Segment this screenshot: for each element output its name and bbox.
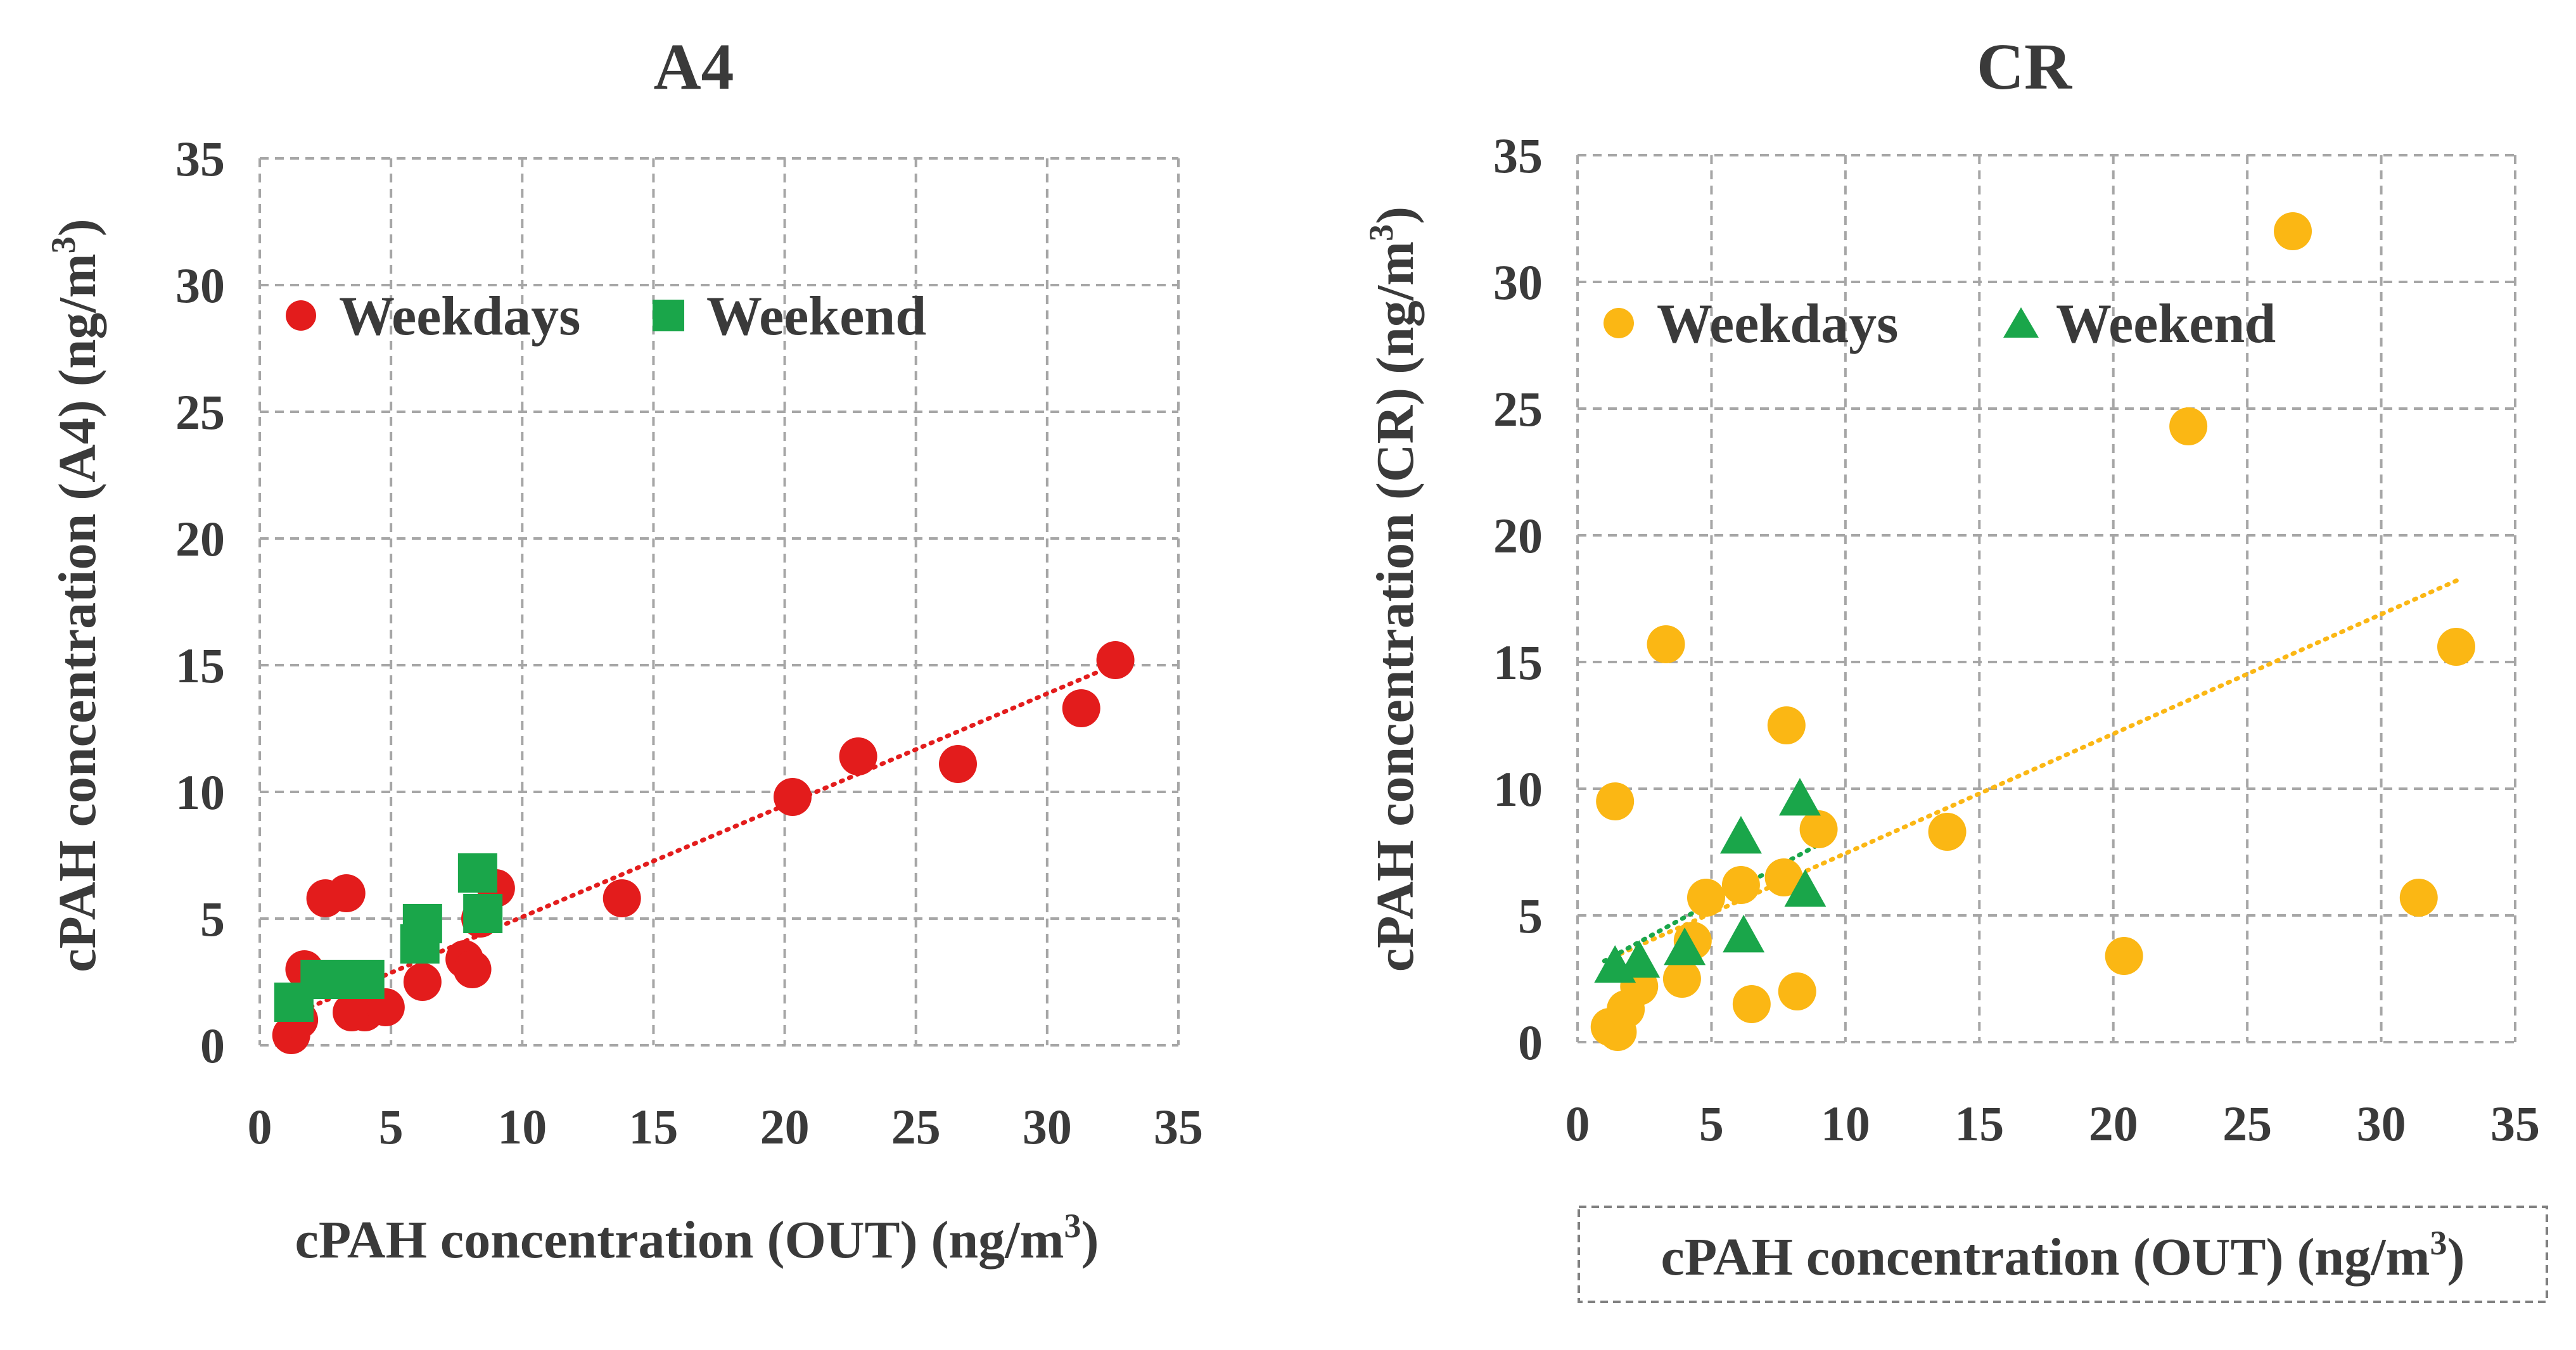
chart-a4-point-weekdays [839, 737, 877, 775]
chart-a4-point-weekdays [603, 879, 641, 917]
chart-cr-x-tick-label: 10 [1821, 1096, 1870, 1151]
chart-cr-x-tick-label: 20 [2089, 1096, 2138, 1151]
chart-a4-ylabel: cPAH concentration (A4) (ng/m3) [44, 219, 107, 972]
chart-a4-title: A4 [653, 30, 734, 103]
chart-cr-y-tick-label: 15 [1493, 635, 1543, 690]
chart-cr-grid [1576, 154, 2516, 1043]
chart-a4-xlabel: cPAH concentration (OUT) (ng/m3) [295, 1207, 1099, 1270]
chart-a4-y-tick-label: 25 [175, 385, 225, 440]
chart-a4-point-weekdays [403, 963, 442, 1001]
chart-cr-point-weekdays [1767, 706, 1806, 744]
chart-a4-x-tick-label: 25 [891, 1099, 941, 1154]
chart-a4-y-tick-label: 35 [175, 131, 225, 186]
chart-a4-x-tick-label: 5 [379, 1099, 404, 1154]
legend-weekdays-label: Weekdays [1657, 293, 1898, 355]
chart-a4-point-weekend [463, 894, 503, 933]
legend-weekdays-label: Weekdays [339, 286, 580, 347]
chart-a4-point-weekdays [327, 874, 366, 912]
chart-cr-x-tick-label: 25 [2222, 1096, 2272, 1151]
chart-cr-ticks: 0 5 10 15 20 25 30 35 0 5 10 15 20 25 30 35 [1493, 128, 2540, 1151]
chart-cr-point-weekdays [1732, 985, 1771, 1023]
chart-cr-point-weekend [1723, 915, 1765, 953]
chart-cr-point-weekdays [2274, 212, 2312, 250]
chart-cr-x-tick-label: 5 [1699, 1096, 1724, 1151]
chart-cr-point-weekend [1778, 778, 1821, 816]
chart-cr-point-weekend [1618, 940, 1661, 978]
chart-a4-legend: Weekdays Weekend [286, 286, 926, 347]
chart-cr-points [1590, 212, 2475, 1051]
chart-a4-y-tick-label: 30 [175, 258, 225, 313]
chart-a4-point-weekend [457, 853, 497, 893]
chart-a4-x-tick-label: 35 [1154, 1099, 1203, 1154]
chart-cr-point-weekdays [1647, 625, 1685, 663]
chart-a4-point-weekend [402, 904, 442, 943]
chart-cr-point-weekdays [1596, 782, 1635, 820]
chart-a4-points [272, 641, 1135, 1054]
chart-cr-point-weekdays [2437, 628, 2475, 666]
chart-a4-point-weekdays [939, 745, 977, 783]
chart-cr-y-tick-label: 20 [1493, 508, 1543, 563]
chart-a4-point-weekdays [453, 950, 492, 988]
chart-cr: 0 5 10 15 20 25 30 35 0 5 10 15 20 25 30 35 CR Weekdays… [1362, 30, 2548, 1303]
chart-cr-y-tick-label: 0 [1518, 1015, 1543, 1070]
chart-cr-y-tick-label: 5 [1518, 888, 1543, 943]
chart-cr-point-weekdays [1778, 972, 1816, 1010]
chart-a4-y-tick-label: 0 [200, 1018, 225, 1073]
chart-cr-y-tick-label: 35 [1493, 128, 1543, 183]
legend-weekend-label: Weekend [706, 286, 926, 347]
chart-a4-x-tick-label: 30 [1023, 1099, 1072, 1154]
chart-a4-y-tick-label: 15 [175, 638, 225, 693]
chart-cr-point-weekdays [2169, 407, 2208, 445]
chart-cr-point-weekdays [1721, 866, 1760, 904]
chart-cr-y-tick-label: 10 [1493, 761, 1543, 817]
chart-cr-point-weekdays [2105, 937, 2143, 975]
chart-cr-point-weekend [1664, 927, 1706, 965]
chart-cr-x-tick-label: 0 [1565, 1096, 1590, 1151]
chart-cr-x-tick-label: 15 [1954, 1096, 2004, 1151]
chart-cr-trendlines [1602, 576, 2464, 964]
chart-cr-y-tick-label: 25 [1493, 381, 1543, 436]
legend-weekdays-marker [1604, 308, 1634, 338]
chart-a4-point-weekdays [1062, 689, 1100, 727]
chart-a4-point-weekend [345, 960, 385, 999]
chart-cr-point-weekdays [1764, 858, 1803, 896]
chart-a4-x-tick-label: 15 [628, 1099, 678, 1154]
chart-cr-trendline-weekdays [1602, 576, 2464, 964]
chart-a4-trendline-weekdays [283, 658, 1128, 1020]
legend-weekend-label: Weekend [2056, 293, 2276, 355]
chart-cr-ylabel: cPAH concentration (CR) (ng/m3) [1362, 207, 1425, 972]
chart-cr-point-weekdays [1799, 810, 1838, 848]
chart-cr-point-weekdays [2399, 879, 2438, 917]
chart-a4: 0 5 10 15 20 25 30 35 0 5 10 15 20 25 30 35 A4 Weekdays… [44, 30, 1203, 1270]
chart-a4-y-tick-label: 5 [200, 891, 225, 946]
chart-cr-point-weekend [1719, 816, 1762, 854]
chart-a4-trendlines [283, 658, 1128, 1020]
chart-cr-point-weekdays [1928, 813, 1967, 851]
chart-cr-point-weekdays [1687, 879, 1725, 917]
chart-a4-ticks: 0 5 10 15 20 25 30 35 0 5 10 15 20 25 30 35 [175, 131, 1203, 1154]
chart-a4-grid [258, 157, 1180, 1047]
legend-weekdays-marker [286, 300, 316, 331]
chart-cr-xlabel: cPAH concentration (OUT) (ng/m3) [1661, 1224, 2465, 1287]
chart-a4-point-weekdays [774, 778, 812, 816]
chart-cr-point-weekdays [1662, 960, 1701, 998]
chart-a4-point-weekdays [1096, 641, 1135, 679]
chart-cr-legend: Weekdays Weekend [1604, 293, 2276, 355]
chart-cr-xlabel-box [1578, 1206, 2548, 1303]
legend-weekend-marker [2003, 307, 2039, 338]
legend-weekend-marker [653, 300, 684, 331]
chart-cr-x-tick-label: 30 [2357, 1096, 2406, 1151]
chart-a4-y-tick-label: 20 [175, 511, 225, 566]
chart-cr-point-weekend [1784, 869, 1827, 907]
chart-a4-x-tick-label: 20 [760, 1099, 810, 1154]
chart-cr-x-tick-label: 35 [2490, 1096, 2540, 1151]
chart-a4-x-tick-label: 0 [248, 1099, 272, 1154]
chart-cr-y-tick-label: 30 [1493, 255, 1543, 310]
chart-cr-title: CR [1977, 30, 2073, 103]
chart-a4-x-tick-label: 10 [497, 1099, 547, 1154]
chart-a4-y-tick-label: 10 [175, 765, 225, 820]
